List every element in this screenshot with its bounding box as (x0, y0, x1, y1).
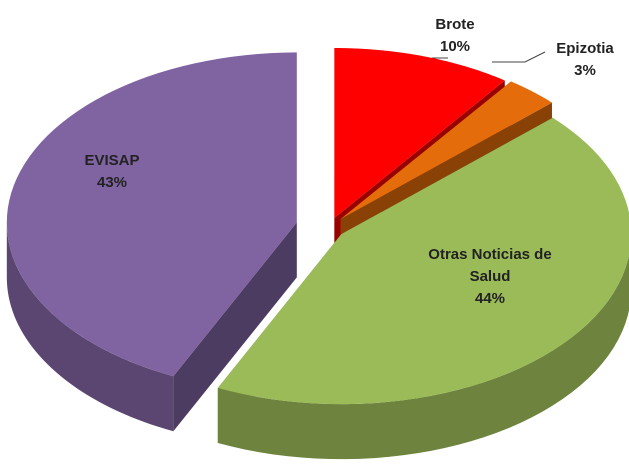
slice-category-label: Otras Noticias de Salud (428, 246, 552, 285)
slice-top (334, 48, 505, 219)
slice-top (6, 52, 297, 377)
slice-label: Brote 10% (435, 14, 474, 58)
slice-value-label: 43% (96, 174, 128, 191)
slice-top (217, 117, 629, 405)
slice-wall (6, 222, 174, 432)
slice-category-label: EVISAP (84, 152, 140, 169)
slice-category-label: Epizotia (556, 40, 614, 57)
slice (217, 117, 629, 460)
slice-label: EVISAP 43% (84, 150, 139, 194)
slice (6, 52, 297, 432)
leader-line (492, 51, 546, 63)
slice-value-label: 10% (439, 38, 471, 55)
slice-value-label: 44% (474, 290, 506, 307)
slice-top (340, 81, 552, 219)
slice-cut-face (173, 222, 297, 432)
slice-label: Otras Noticias de Salud 44% (410, 244, 570, 310)
slice-label: Epizotia 3% (556, 38, 614, 82)
slice-wall (217, 255, 629, 460)
slice-value-label: 3% (574, 62, 596, 79)
slice-category-label: Brote (435, 16, 475, 33)
